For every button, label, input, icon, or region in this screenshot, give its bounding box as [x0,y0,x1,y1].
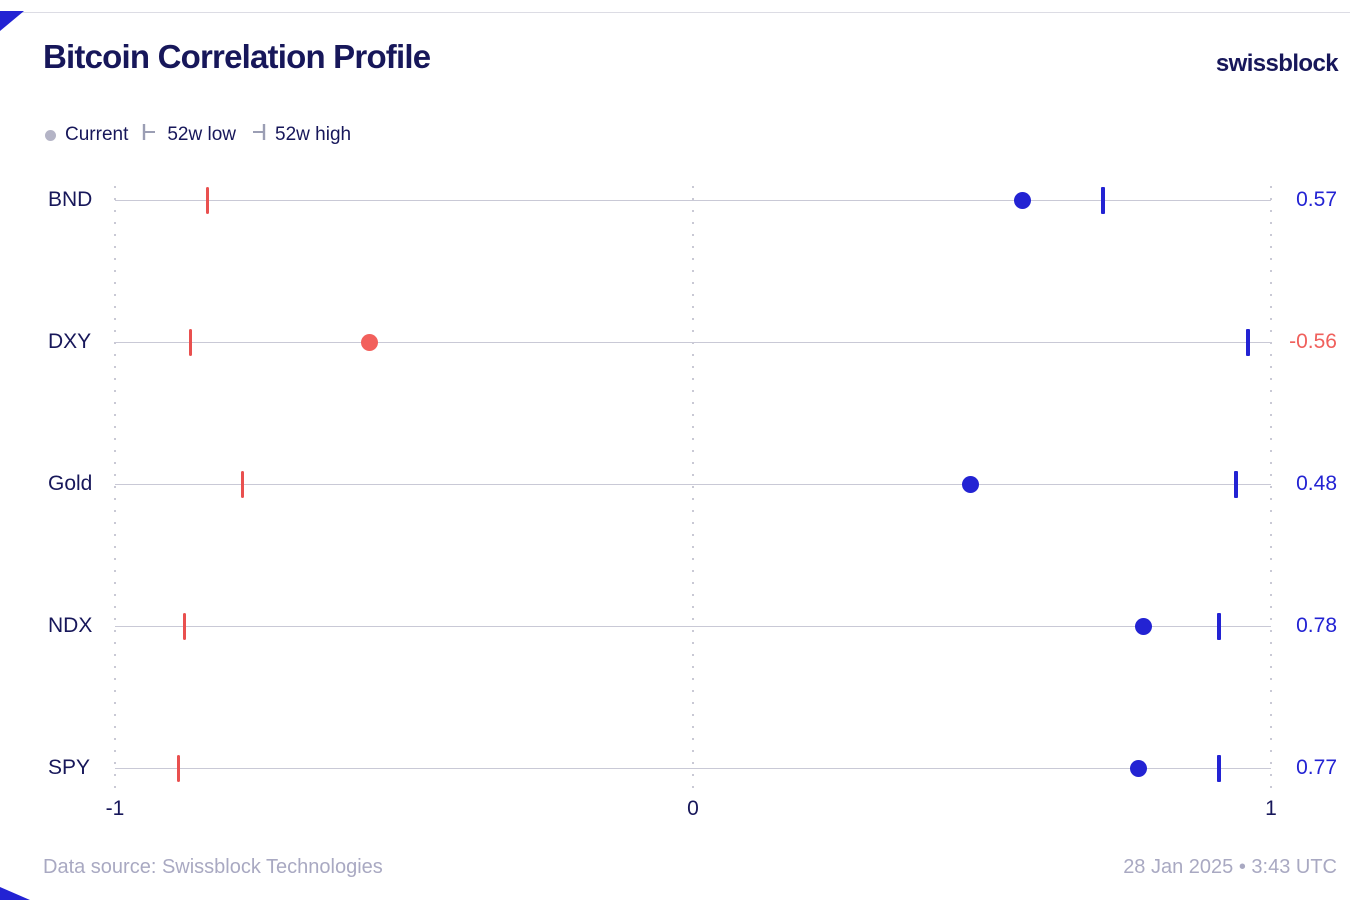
current-value-dot [360,333,378,351]
row-track [115,342,1271,343]
row-value-label: 0.57 [1296,188,1337,211]
52w-high-icon [250,123,266,147]
high-52w-tick [1234,471,1239,498]
current-dot-icon [45,129,56,141]
row-value-label: 0.78 [1296,614,1337,637]
data-source-label: Data source: Swissblock Technologies [43,856,383,878]
axis-gridline [114,186,116,792]
axis-gridline [1270,186,1272,792]
current-value-dot [1013,191,1031,209]
low-52w-tick [188,329,192,356]
row-label: SPY [48,756,91,779]
row-track [115,626,1271,627]
legend-item-low: 52w low [142,123,236,147]
current-value-dot [1129,759,1147,777]
52w-low-icon [142,123,158,147]
high-52w-tick [1216,755,1221,782]
row-label: Gold [48,472,93,495]
row-value-label: 0.77 [1296,756,1337,779]
row-label: DXY [48,330,92,353]
x-axis-tick-label: 1 [1265,797,1277,820]
high-52w-tick [1245,329,1250,356]
axis-gridline [692,186,694,792]
page-title: Bitcoin Correlation Profile [43,38,431,75]
brand-logo: swissblock [1215,50,1339,77]
legend-current-label: Current [65,124,129,145]
current-value-dot [961,475,979,493]
x-axis-tick-label: 0 [687,797,699,820]
high-52w-tick [1216,613,1221,640]
legend-item-high: 52w high [250,123,351,147]
legend-low-label: 52w low [167,124,237,145]
row-track [115,200,1271,201]
timestamp-label: 28 Jan 2025 • 3:43 UTC [1123,856,1337,878]
legend-high-label: 52w high [275,124,352,145]
low-52w-tick [182,613,186,640]
low-52w-tick [177,755,181,782]
current-value-dot [1135,617,1153,635]
x-axis-tick-label: -1 [105,797,125,820]
row-label: BND [48,188,93,211]
top-divider [20,12,1350,13]
legend-item-current: Current [45,124,128,146]
row-value-label: -0.56 [1289,330,1337,353]
high-52w-tick [1101,187,1106,214]
row-value-label: 0.48 [1296,472,1337,495]
row-label: NDX [48,614,93,637]
row-track [115,768,1271,769]
low-52w-tick [240,471,244,498]
low-52w-tick [205,187,209,214]
row-track [115,484,1271,485]
legend: Current 52w low 52w high [45,123,351,147]
